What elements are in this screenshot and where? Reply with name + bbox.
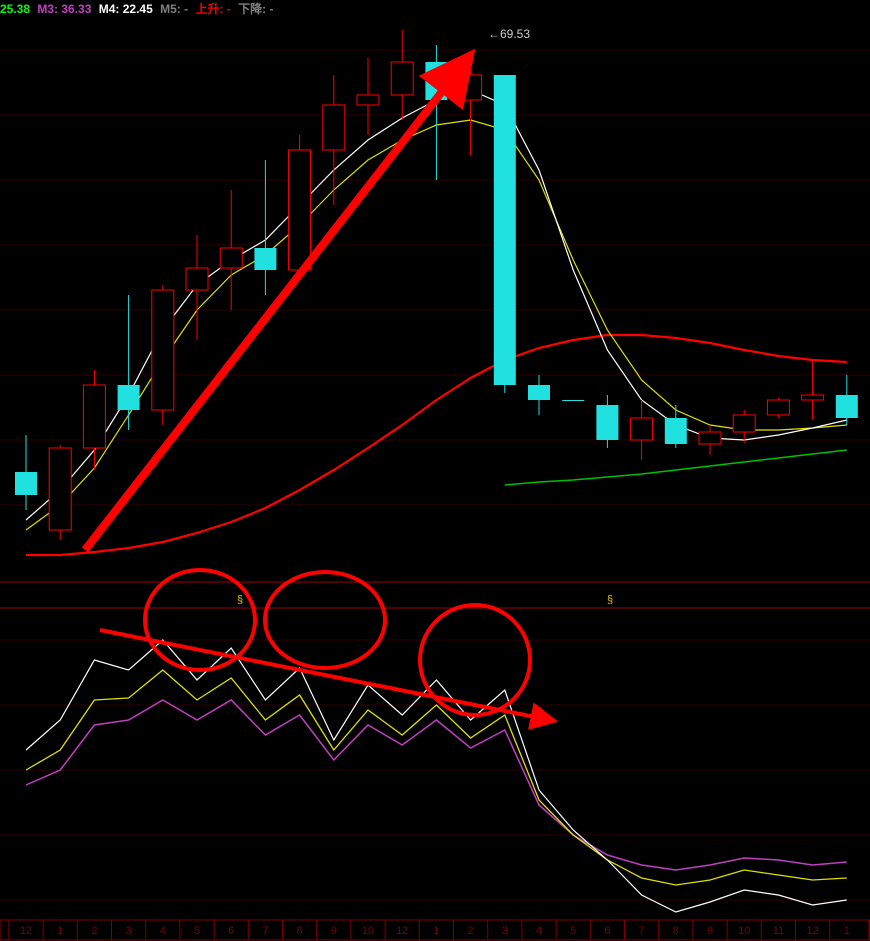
svg-text:1: 1 (844, 925, 850, 937)
svg-text:3: 3 (126, 925, 132, 937)
svg-text:2: 2 (91, 925, 97, 937)
svg-text:§: § (607, 594, 613, 606)
svg-text:7: 7 (262, 925, 268, 937)
svg-text:12: 12 (806, 925, 818, 937)
svg-text:6: 6 (604, 925, 610, 937)
svg-text:11: 11 (773, 925, 784, 937)
svg-text:4: 4 (160, 925, 166, 937)
svg-text:12: 12 (396, 925, 408, 937)
svg-text:←69.53: ←69.53 (488, 27, 530, 41)
svg-text:1: 1 (57, 925, 63, 937)
svg-text:10: 10 (362, 925, 374, 937)
svg-text:9: 9 (331, 925, 337, 937)
svg-text:12: 12 (20, 925, 32, 937)
svg-text:1: 1 (433, 925, 439, 937)
chart-svg: ←69.53§§1212345678910121234567891011121 (0, 0, 870, 941)
svg-text:5: 5 (194, 925, 200, 937)
svg-text:9: 9 (707, 925, 713, 937)
chart-root: 25.38 M3: 36.33 M4: 22.45 M5: - 上升: - 下降… (0, 0, 870, 941)
svg-text:5: 5 (570, 925, 576, 937)
svg-text:§: § (237, 594, 243, 606)
svg-text:7: 7 (639, 925, 645, 937)
svg-text:10: 10 (738, 925, 750, 937)
svg-text:2: 2 (468, 925, 474, 937)
svg-text:8: 8 (297, 925, 303, 937)
svg-text:6: 6 (228, 925, 234, 937)
svg-text:8: 8 (673, 925, 679, 937)
svg-text:3: 3 (502, 925, 508, 937)
svg-text:4: 4 (536, 925, 542, 937)
